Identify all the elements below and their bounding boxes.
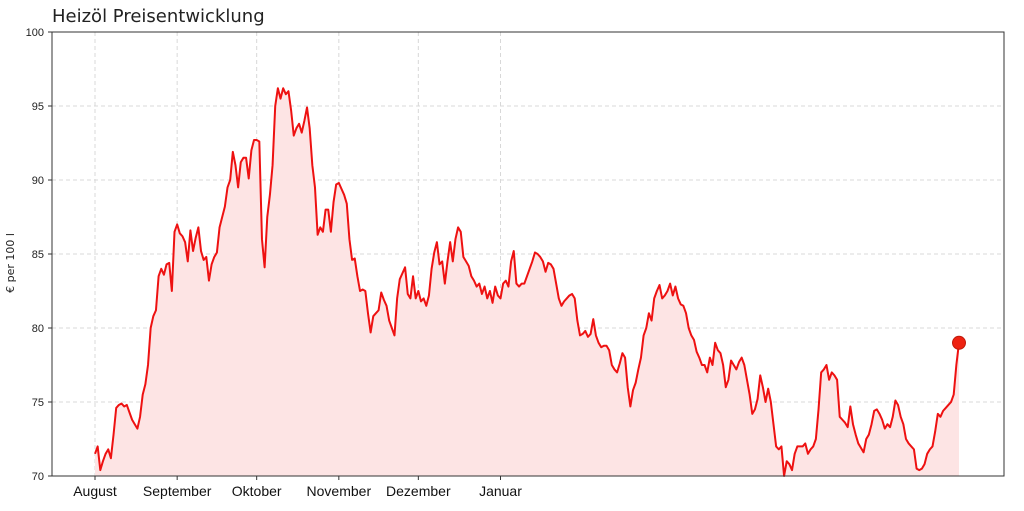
x-tick-label: November: [307, 483, 372, 499]
y-tick-label: 95: [32, 101, 44, 113]
x-tick-label: Oktober: [232, 483, 282, 499]
x-tick-label: September: [143, 483, 212, 499]
y-tick-label: 70: [32, 471, 44, 483]
area-fill: [95, 88, 959, 477]
current-price-marker: [952, 335, 966, 350]
x-tick-label: Januar: [479, 483, 522, 499]
y-tick-label: 100: [26, 27, 44, 39]
x-ticks: August September Oktober November Dezember Ja…: [73, 476, 522, 499]
last-point-marker: [952, 335, 966, 350]
y-ticks: 70 75 80 85 90 95 100: [26, 27, 52, 483]
price-line: [94, 87, 960, 477]
chart-title: Heizöl Preisentwicklung: [52, 6, 265, 27]
area-path: [95, 88, 959, 477]
y-tick-label: 85: [32, 249, 44, 261]
y-tick-label: 90: [32, 175, 44, 187]
y-tick-label: 75: [32, 397, 44, 409]
line-path: [94, 87, 960, 477]
x-tick-label: August: [73, 483, 117, 499]
x-tick-label: Dezember: [386, 483, 451, 499]
y-tick-label: 80: [32, 323, 44, 335]
